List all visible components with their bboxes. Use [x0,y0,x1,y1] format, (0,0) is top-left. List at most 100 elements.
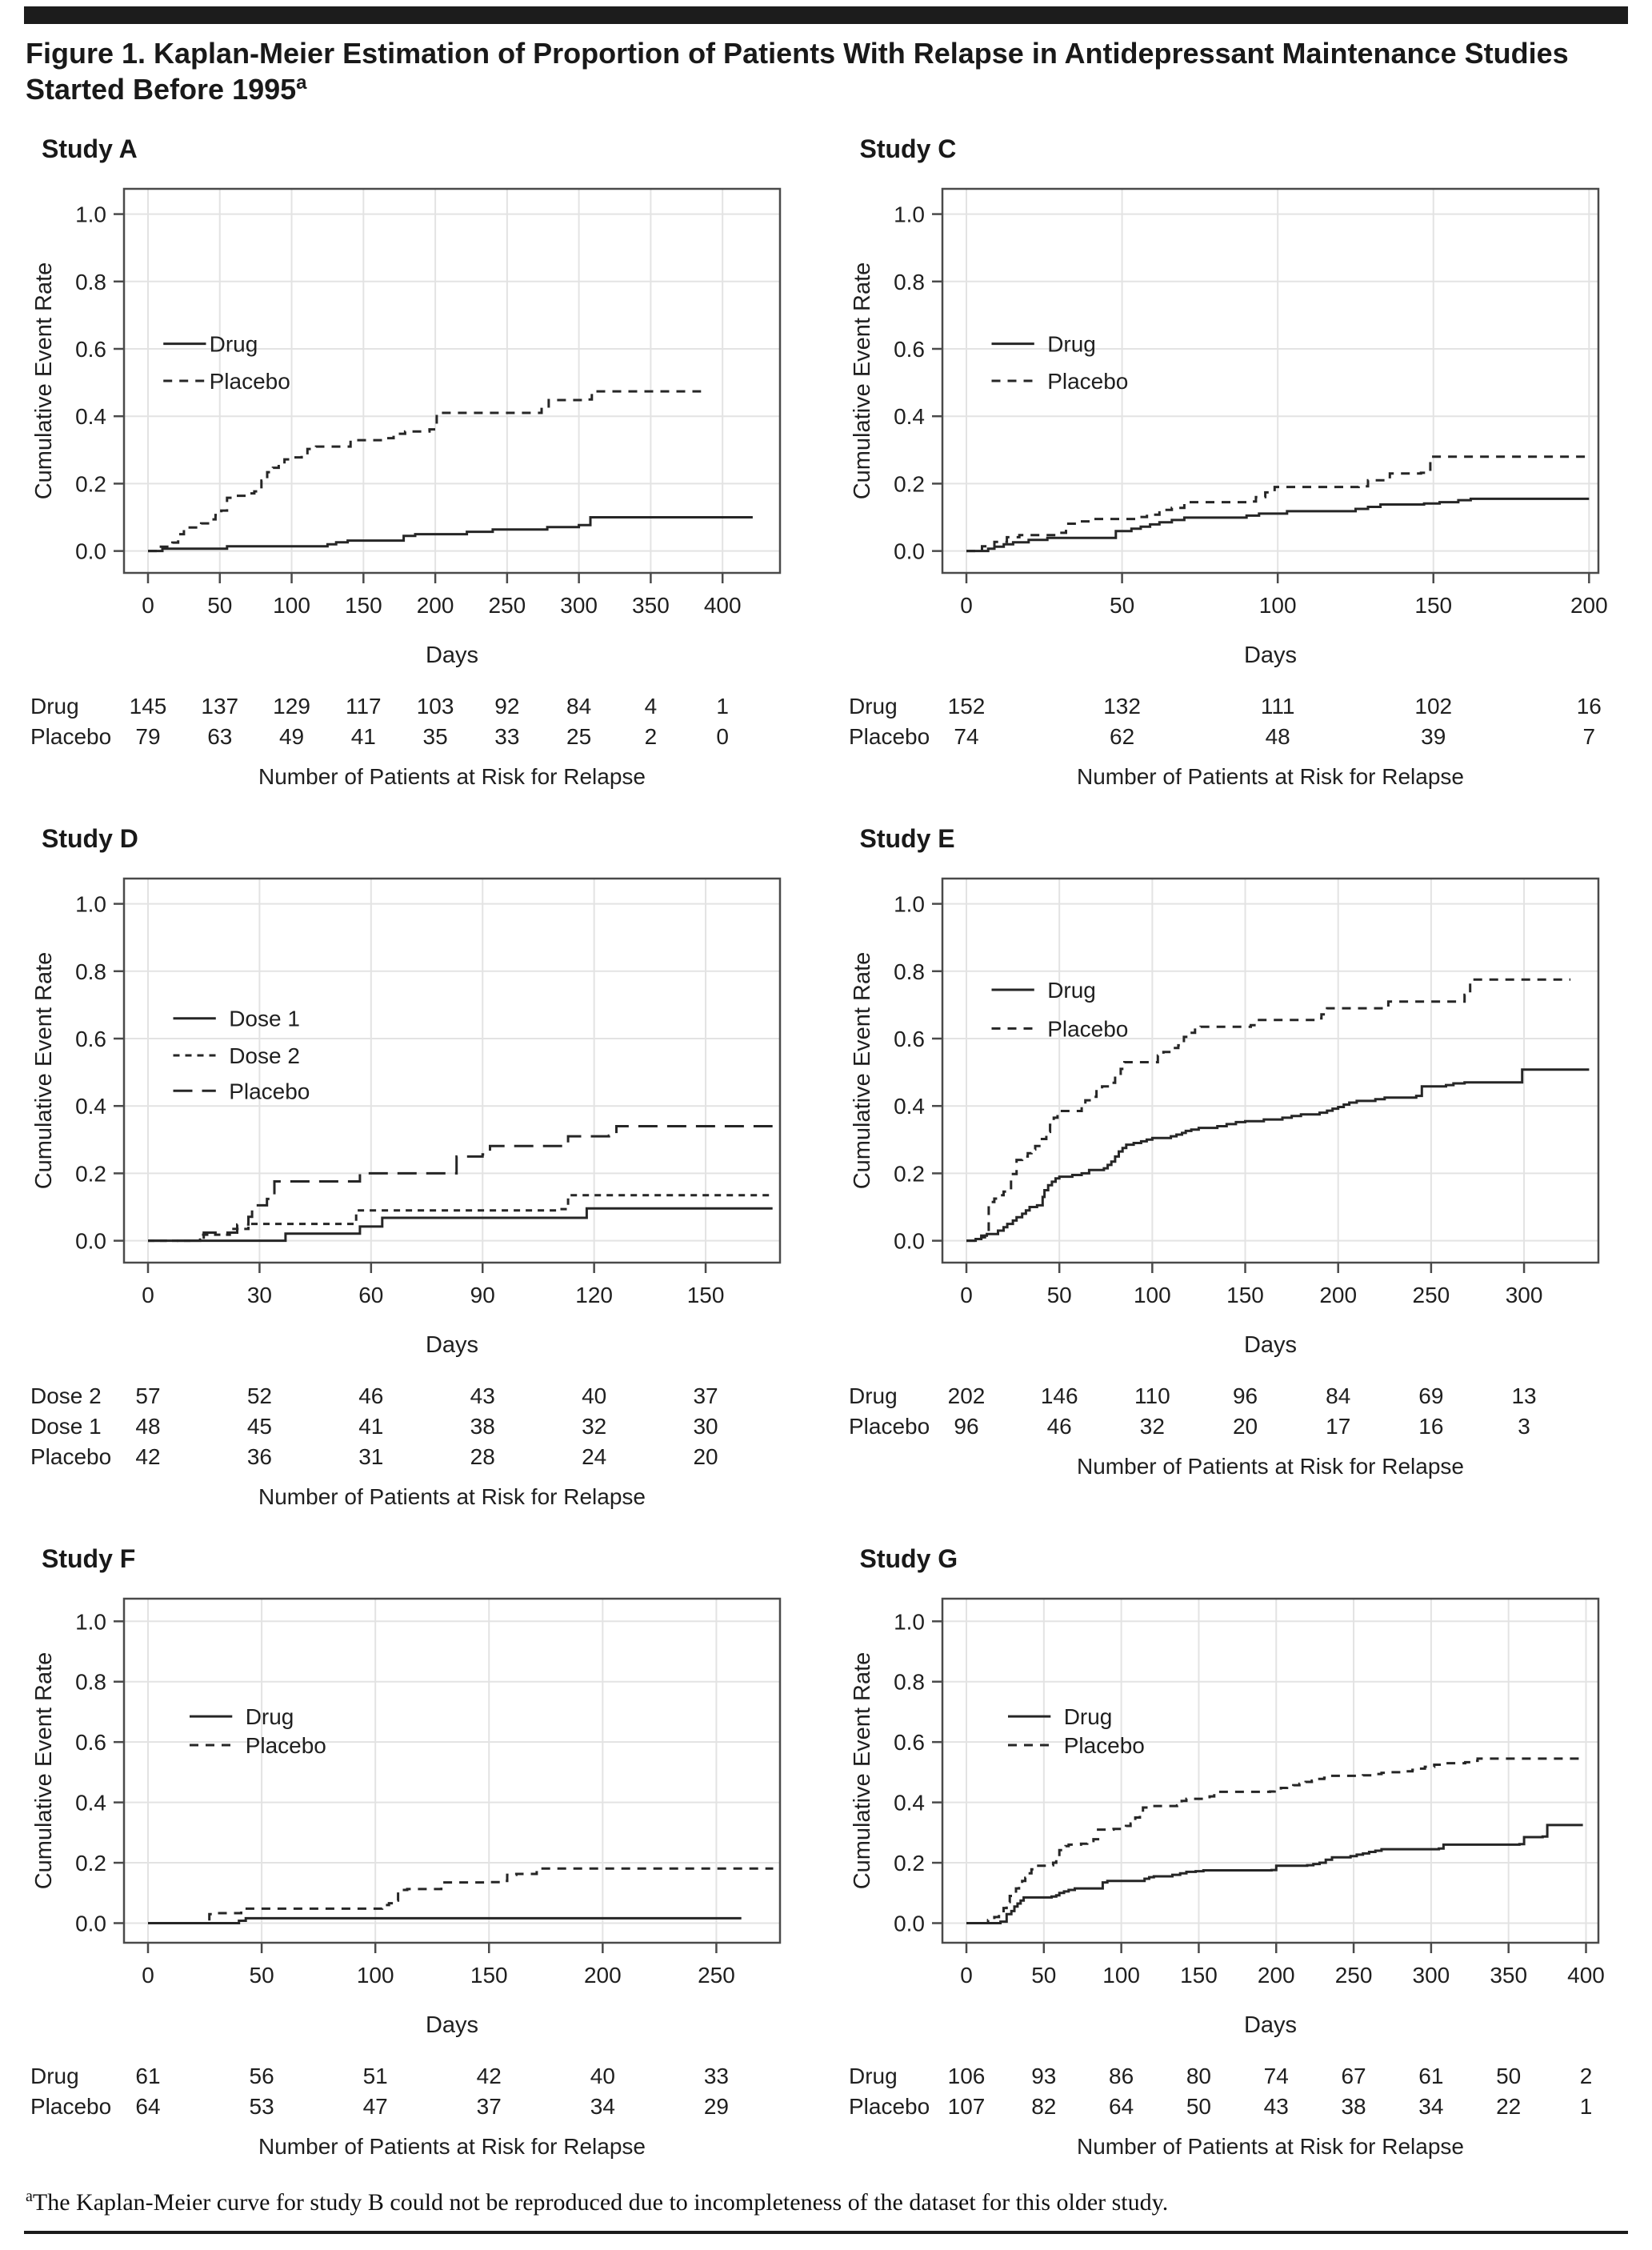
legend-label: Drug [1063,1704,1112,1729]
x-tick-label: 50 [1046,1283,1071,1307]
x-tick-label: 200 [417,593,454,618]
at-risk-value: 132 [1103,694,1141,719]
y-tick-label: 1.0 [894,202,925,227]
at-risk-value: 16 [1418,1414,1443,1439]
x-tick-label: 150 [470,1963,508,1988]
figure-footer: aThe Kaplan-Meier curve for study B coul… [24,2188,1628,2234]
at-risk-row-label: Placebo [849,724,930,749]
x-tick-label: 250 [1412,1283,1450,1307]
at-risk-value: 24 [582,1444,606,1469]
footnote-text: The Kaplan-Meier curve for study B could… [32,2189,1169,2216]
legend-label: Placebo [1063,1733,1144,1758]
at-risk-value: 67 [1341,2064,1366,2088]
legend-label: Placebo [210,369,290,394]
at-risk-value: 96 [1232,1383,1257,1408]
at-risk-value: 84 [566,694,591,719]
at-risk-caption: Number of Patients at Risk for Relapse [1077,2134,1464,2159]
at-risk-value: 20 [1232,1414,1257,1439]
series-placebo [966,978,1570,1243]
y-tick-label: 0.6 [75,1027,106,1051]
at-risk-value: 2 [645,724,658,749]
at-risk-value: 96 [954,1414,978,1439]
x-tick-label: 150 [1226,1283,1264,1307]
y-tick-label: 0.6 [894,1027,925,1051]
legend-label: Placebo [246,1733,326,1758]
at-risk-value: 146 [1040,1383,1078,1408]
at-risk-value: 102 [1414,694,1452,719]
x-tick-label: 300 [1412,1963,1450,1988]
at-risk-value: 92 [494,694,519,719]
x-tick-label: 400 [1567,1963,1605,1988]
study-title-study-f: Study F [42,1544,136,1573]
at-risk-value: 31 [358,1444,383,1469]
x-tick-label: 400 [704,593,742,618]
at-risk-value: 40 [590,2064,615,2088]
x-tick-label: 0 [142,593,154,618]
x-tick-label: 50 [1110,593,1134,618]
at-risk-row-label: Drug [849,2064,898,2088]
y-tick-label: 0.8 [894,1670,925,1695]
y-tick-label: 0.2 [894,471,925,496]
x-tick-label: 100 [357,1963,394,1988]
y-tick-label: 0.8 [75,270,106,294]
at-risk-value: 22 [1496,2094,1521,2119]
at-risk-value: 29 [704,2094,729,2119]
panel-study-d: Study D 0.0 0.2 0.4 0.6 0.8 1.0 0 30 60 90 120 150 Cu… [24,824,810,1517]
km-chart-study-c: 0.0 0.2 0.4 0.6 0.8 1.0 0 50 100 150 200 Cumulative… [849,187,1607,789]
at-risk-caption: Number of Patients at Risk for Relapse [1077,1454,1464,1479]
figure-title-line2: Started Before 1995 [26,73,297,106]
x-tick-label: 200 [1319,1283,1357,1307]
study-title-study-a: Study A [42,134,138,163]
at-risk-value: 56 [250,2064,274,2088]
series-drug [966,1824,1583,1924]
at-risk-value: 53 [250,2094,274,2119]
legend-label: Placebo [229,1079,310,1103]
y-tick-label: 0.6 [75,1730,106,1755]
legend-label: Drug [1047,978,1096,1003]
series-drug [148,1916,742,1924]
y-axis-title: Cumulative Event Rate [31,952,57,1190]
at-risk-value: 62 [1110,724,1134,749]
at-risk-value: 47 [363,2094,388,2119]
x-tick-label: 100 [1102,1963,1140,1988]
at-risk-value: 41 [358,1414,383,1439]
panel-study-a: Study A 0.0 0.2 0.4 0.6 0.8 1.0 0 50 100 150 200 250… [24,134,810,797]
at-risk-value: 7 [1582,724,1595,749]
at-risk-value: 32 [582,1414,606,1439]
study-title-study-e: Study E [859,824,955,853]
at-risk-value: 37 [693,1383,718,1408]
at-risk-value: 2 [1579,2064,1592,2088]
at-risk-value: 34 [590,2094,615,2119]
y-tick-label: 0.8 [75,1670,106,1695]
y-tick-label: 0.0 [75,539,106,564]
x-tick-label: 30 [247,1283,272,1307]
at-risk-value: 43 [1263,2094,1288,2119]
y-tick-label: 0.2 [75,471,106,496]
at-risk-value: 93 [1031,2064,1056,2088]
at-risk-value: 103 [417,694,454,719]
y-tick-label: 0.8 [894,959,925,984]
study-title-study-d: Study D [42,824,138,853]
at-risk-value: 74 [1263,2064,1288,2088]
at-risk-value: 38 [470,1414,495,1439]
x-tick-label: 300 [560,593,598,618]
x-tick-label: 120 [575,1283,613,1307]
at-risk-value: 30 [693,1414,718,1439]
panel-study-g: Study G 0.0 0.2 0.4 0.6 0.8 1.0 0 50 100 150 200 250… [842,1544,1629,2167]
panel-study-f: Study F 0.0 0.2 0.4 0.6 0.8 1.0 0 50 100 150 200 250… [24,1544,810,2167]
x-tick-label: 0 [960,1283,973,1307]
at-risk-value: 80 [1186,2064,1210,2088]
y-tick-label: 0.4 [75,1791,106,1816]
study-title-study-g: Study G [859,1544,958,1573]
at-risk-value: 64 [135,2094,160,2119]
y-axis-title: Cumulative Event Rate [31,262,57,500]
y-tick-label: 0.4 [894,1094,925,1119]
series-drug [966,1068,1589,1243]
at-risk-value: 61 [135,2064,160,2088]
x-tick-label: 150 [1414,593,1452,618]
at-risk-value: 74 [954,724,978,749]
y-tick-label: 1.0 [894,1609,925,1634]
plot-frame [122,877,782,1264]
at-risk-row-label: Placebo [30,2094,111,2119]
at-risk-value: 49 [279,724,304,749]
